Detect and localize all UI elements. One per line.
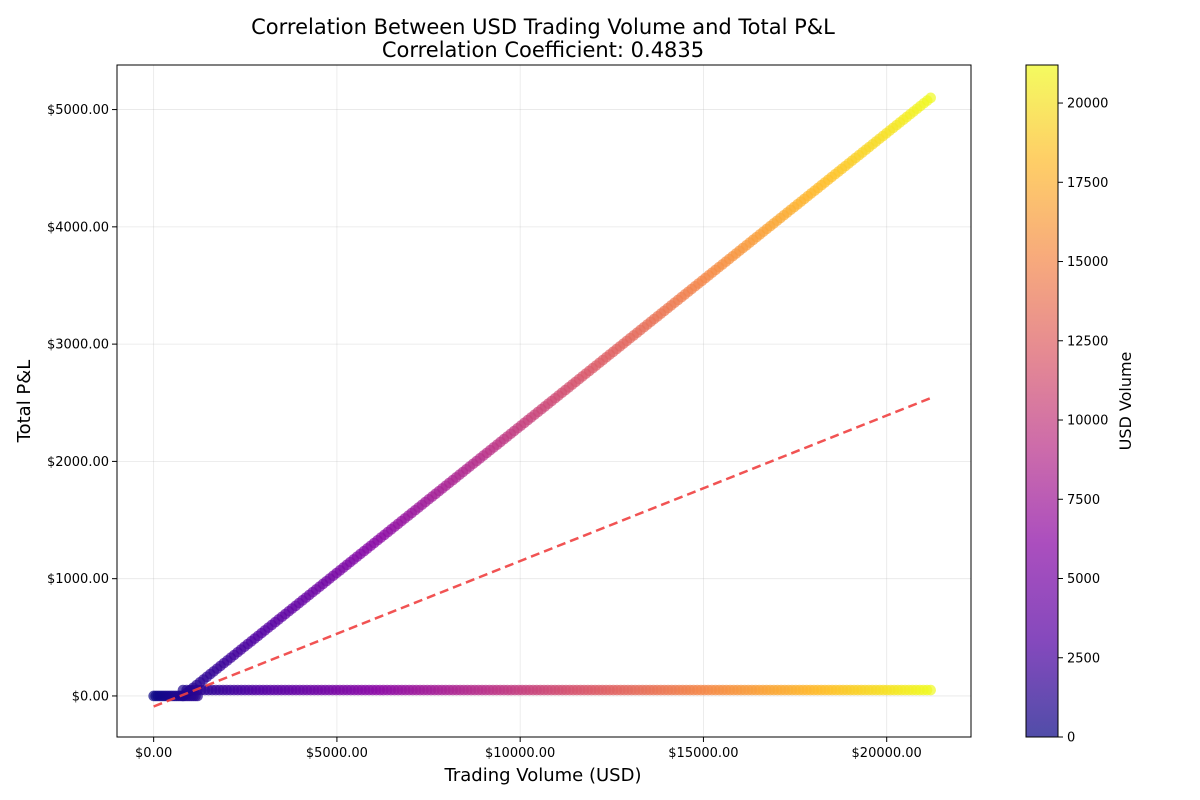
trend-line [153,396,932,708]
scatter-point [925,684,936,696]
y-tick-label: $1000.00 [47,572,109,587]
colorbar-tick-label: 2500 [1067,651,1100,666]
y-tick-label: $3000.00 [47,338,109,353]
colorbar-tick-label: 20000 [1067,97,1108,112]
colorbar-tick-label: 12500 [1067,334,1108,349]
scatter-points [148,92,936,702]
y-tick-label: $2000.00 [47,455,109,470]
colorbar-frame [1025,64,1059,738]
y-tick-label: $0.00 [72,689,109,704]
plot-area-frame [116,64,972,738]
colorbar-tick-label: 10000 [1067,414,1108,429]
y-axis-label: Total P&L [14,360,35,444]
y-axis-ticks: $0.00 $1000.00 $2000.00 $3000.00 $4000.00 $50… [47,103,117,704]
grid-lines [117,65,971,737]
x-axis-ticks: $0.00 $5000.00 $10000.00 $15000.00 $20000.00 [135,737,922,761]
colorbar-tick-label: 7500 [1067,493,1100,508]
x-tick-label: $15000.00 [668,746,738,761]
colorbar-ticks: 0 2500 5000 7500 10000 12500 15000 17500 20000 [1058,97,1108,746]
y-tick-label: $4000.00 [47,220,109,235]
y-tick-label: $5000.00 [47,103,109,118]
chart-title: Correlation Between USD Trading Volume a… [251,15,835,39]
colorbar-tick-label: 17500 [1067,176,1108,191]
x-axis-label: Trading Volume (USD) [444,765,642,786]
x-tick-label: $5000.00 [306,746,368,761]
colorbar [1026,65,1058,737]
colorbar-label: USD Volume [1116,352,1135,451]
x-tick-label: $20000.00 [852,746,922,761]
x-tick-label: $0.00 [135,746,172,761]
trend-line-group [153,396,932,708]
x-tick-label: $10000.00 [485,746,555,761]
colorbar-tick-label: 5000 [1067,572,1100,587]
chart-subtitle: Correlation Coefficient: 0.4835 [382,38,704,62]
colorbar-tick-label: 15000 [1067,255,1108,270]
scatter-point [925,92,936,104]
colorbar-tick-label: 0 [1067,731,1075,746]
